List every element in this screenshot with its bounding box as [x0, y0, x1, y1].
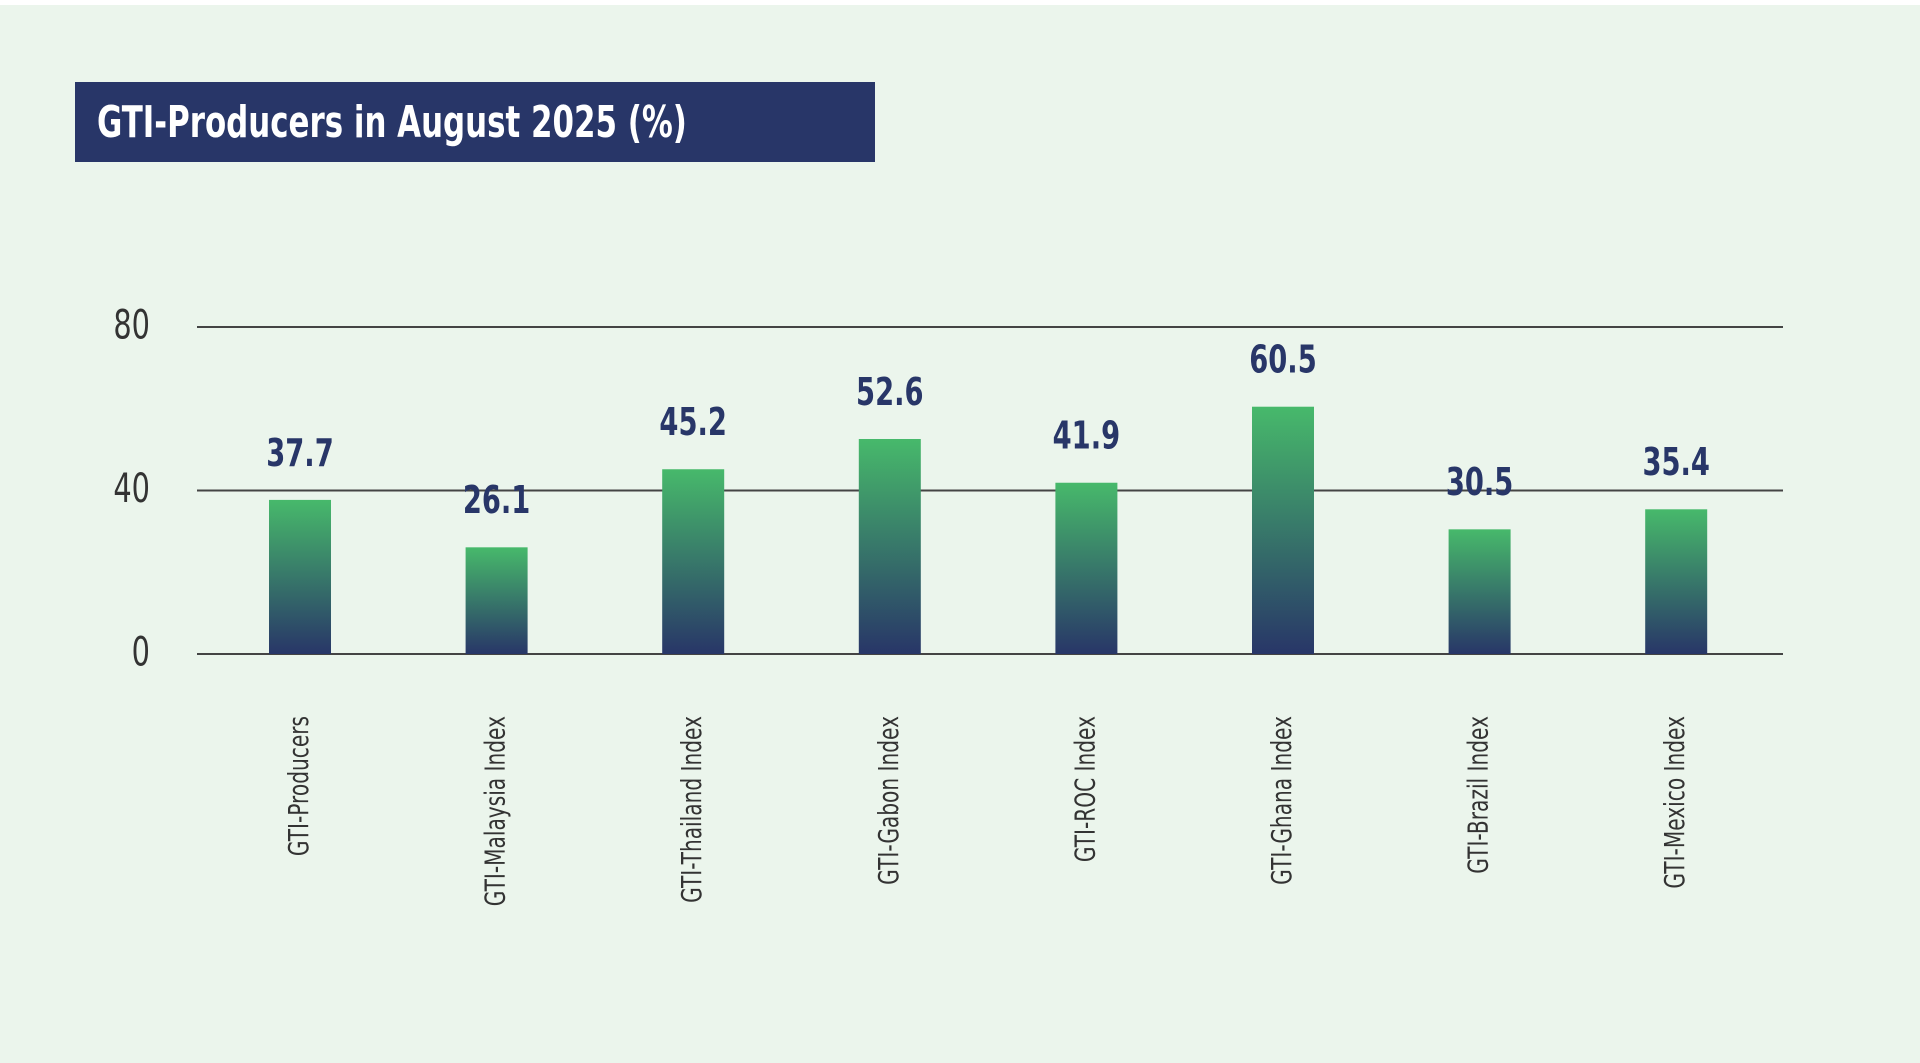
data-label: 45.2	[659, 400, 727, 445]
y-tick-label: 80	[113, 303, 150, 349]
x-tick-label: GTI-Thailand Index	[675, 716, 708, 903]
x-tick-label: GTI-ROC Index	[1068, 716, 1101, 862]
data-label: 37.7	[266, 430, 334, 475]
y-tick-label: 40	[113, 466, 150, 512]
x-tick-label: GTI-Ghana Index	[1265, 716, 1298, 885]
bar-6	[1252, 406, 1314, 654]
bar-8	[1645, 509, 1708, 654]
chart-title: GTI-Producers in August 2025 (%)	[97, 96, 687, 148]
data-label: 41.9	[1053, 413, 1121, 458]
y-tick-label: 0	[132, 630, 150, 676]
data-label: 30.5	[1446, 460, 1514, 505]
bar-1	[269, 499, 331, 654]
data-label: 60.5	[1249, 337, 1317, 382]
chart-title-box: GTI-Producers in August 2025 (%)	[75, 82, 876, 162]
labels: 0 40 80 37.7 GTI-Producers 26.1 GTI-Malaysia I…	[113, 303, 1710, 906]
x-tick-label: GTI-Brazil Index	[1461, 716, 1494, 874]
data-label: 35.4	[1642, 440, 1710, 485]
bars	[269, 406, 1708, 654]
data-label: 26.1	[463, 478, 531, 523]
bar-5	[1055, 482, 1118, 654]
bar-4	[858, 438, 921, 654]
bar-7	[1448, 529, 1511, 654]
data-label: 52.6	[856, 369, 924, 414]
x-tick-label: GTI-Mexico Index	[1658, 716, 1691, 889]
x-tick-label: GTI-Producers	[282, 716, 315, 856]
gridlines	[197, 326, 1783, 655]
x-tick-label: GTI-Malaysia Index	[478, 716, 511, 906]
bar-2	[465, 547, 528, 654]
x-tick-label: GTI-Gabon Index	[871, 716, 904, 885]
bar-3	[662, 469, 725, 654]
